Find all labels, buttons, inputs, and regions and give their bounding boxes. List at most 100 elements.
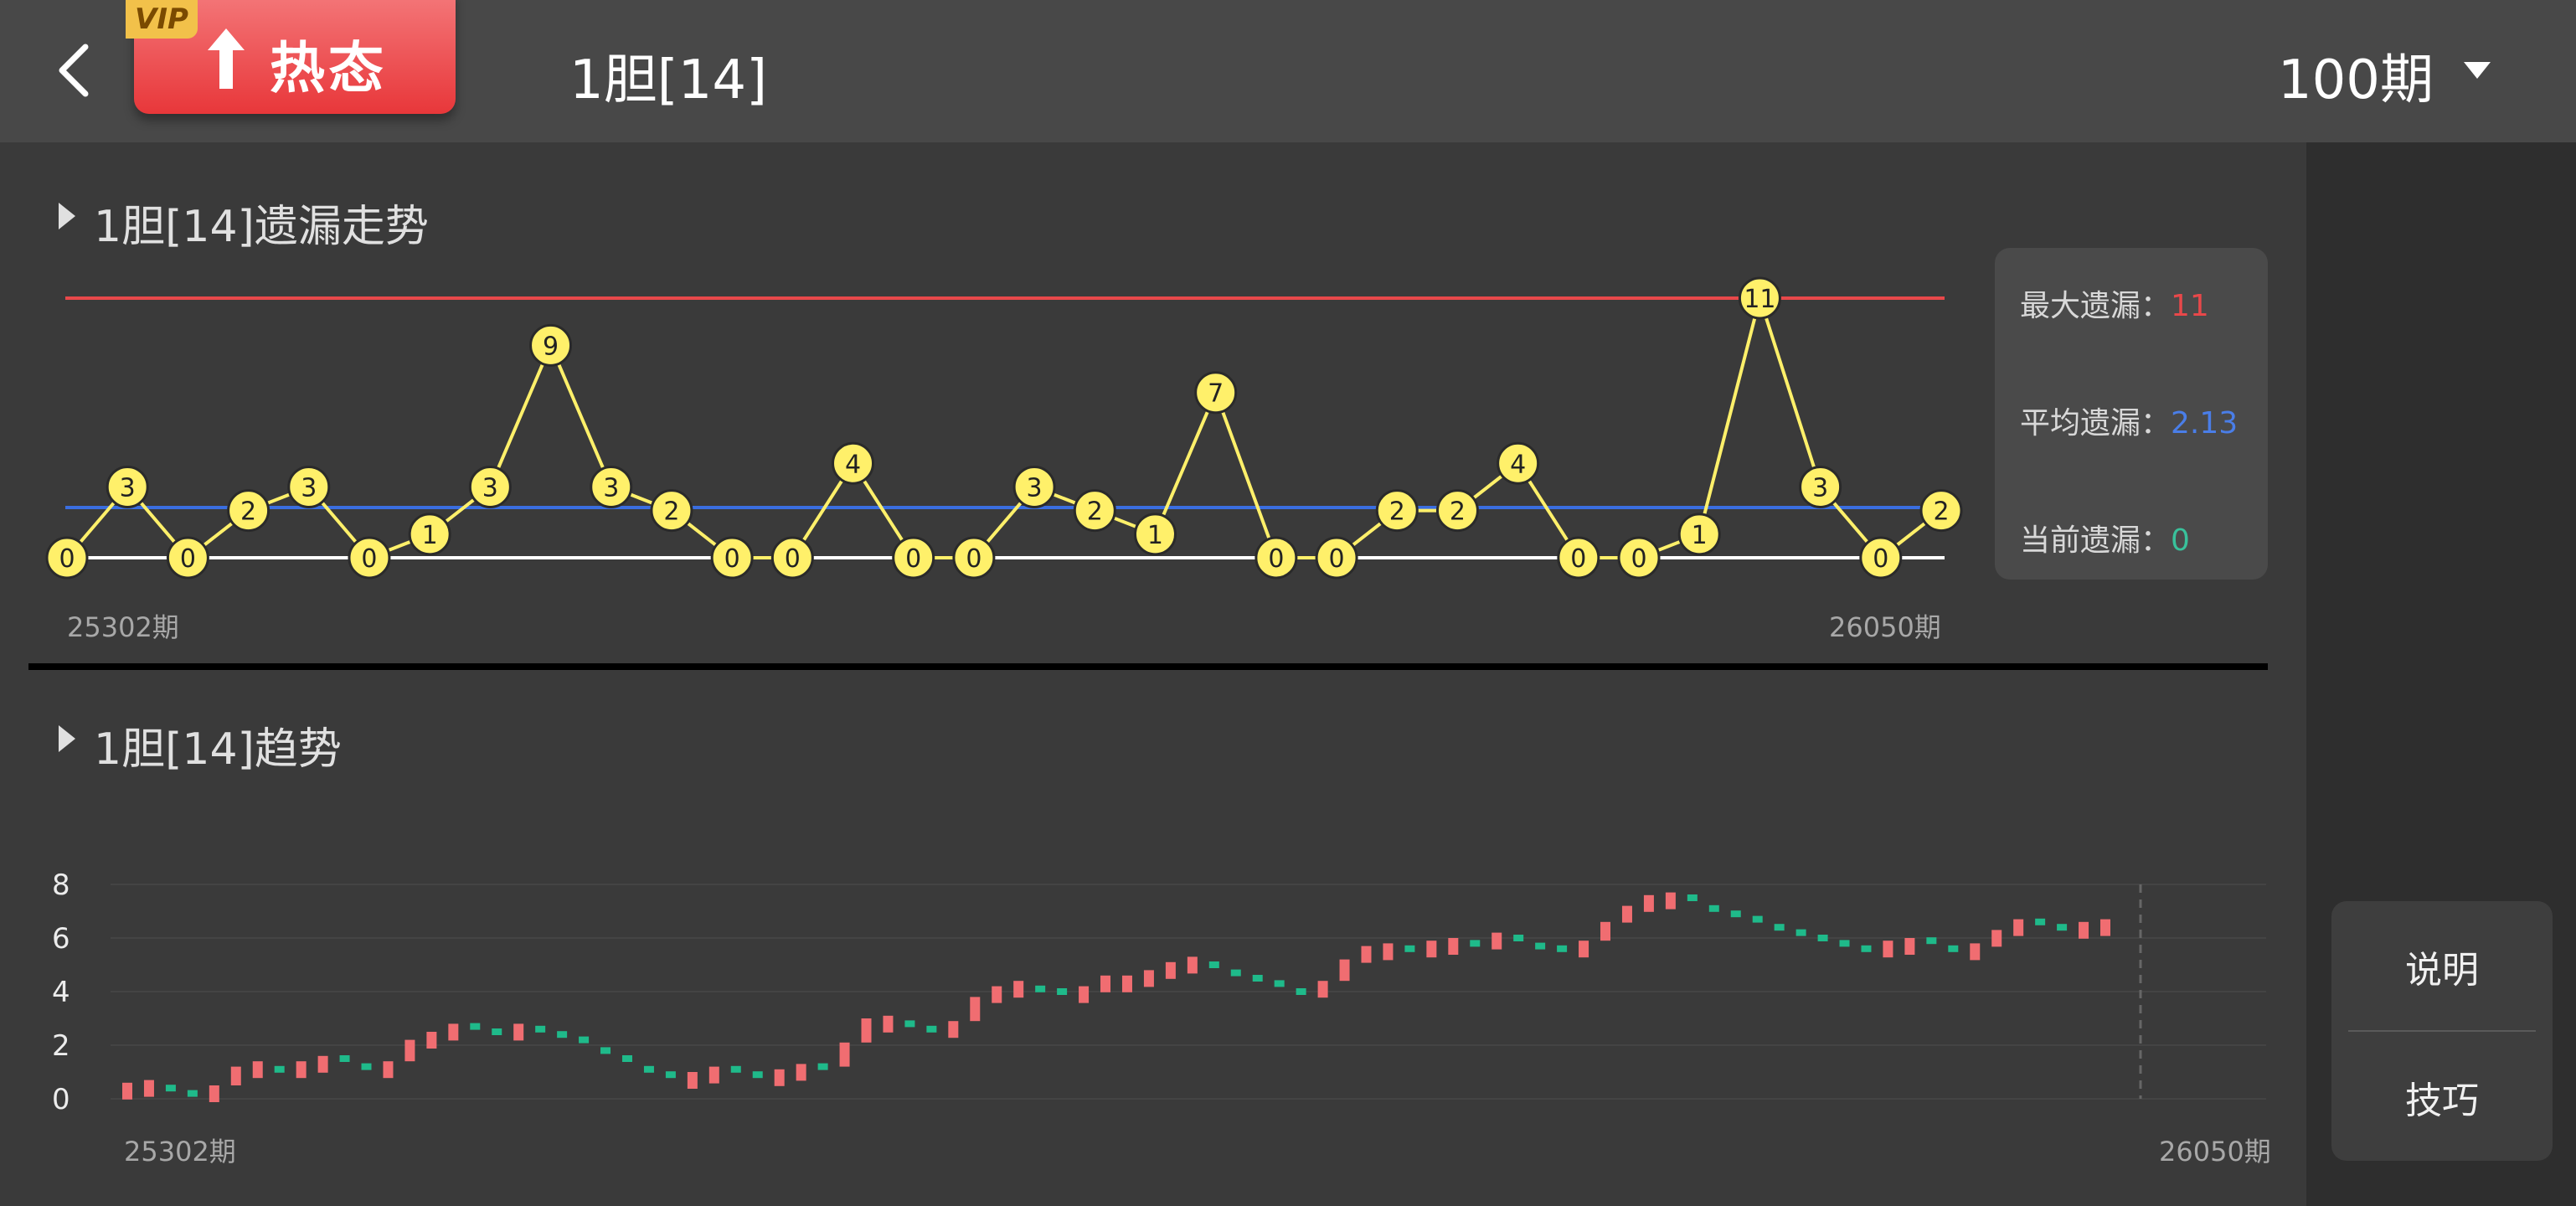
omission-point-label: 0 xyxy=(1631,544,1646,574)
trend-bar-down xyxy=(1861,945,1872,952)
omission-point: 0 xyxy=(1859,536,1903,580)
trend-bar-down xyxy=(665,1071,676,1079)
omission-point-label: 0 xyxy=(59,544,75,574)
omission-point: 0 xyxy=(348,536,391,580)
trend-bar-up xyxy=(1970,943,1981,961)
trend-bar-up xyxy=(1383,943,1394,961)
omission-point-marker xyxy=(1497,441,1540,485)
omission-point-marker xyxy=(166,536,209,580)
side-menu-card: 说明 技巧 xyxy=(2331,901,2553,1161)
omission-point-label: 11 xyxy=(1744,285,1775,314)
trend-bar-up xyxy=(774,1069,785,1086)
avg-omission-value: 2.13 xyxy=(2171,406,2239,441)
omission-point-label: 2 xyxy=(1087,497,1103,527)
omission-x-end: 26050期 xyxy=(1829,611,1941,643)
trend-bar-down xyxy=(1513,935,1524,941)
trend-bar-up xyxy=(1187,956,1198,974)
omission-point-label: 3 xyxy=(482,473,498,502)
omission-point: 0 xyxy=(166,536,209,580)
omission-point: 0 xyxy=(1255,536,1298,580)
trend-bar-up xyxy=(883,1015,894,1033)
trend-bar-up xyxy=(404,1039,415,1062)
omission-point-label: 0 xyxy=(905,544,921,574)
omission-point-marker xyxy=(106,465,149,508)
omission-point-marker xyxy=(1255,536,1298,580)
omission-point-label: 2 xyxy=(1450,497,1466,527)
trend-bar-down xyxy=(1535,942,1546,950)
trend-bar-down xyxy=(1296,988,1306,995)
trend-bar-up xyxy=(1013,981,1024,998)
trend-bar-down xyxy=(361,1063,372,1070)
section-collapse-icon[interactable] xyxy=(59,203,75,229)
omission-point-marker xyxy=(1677,513,1721,556)
trend-bar-down xyxy=(339,1055,350,1062)
omission-point-label: 0 xyxy=(1570,544,1586,574)
trend-bar-up xyxy=(448,1023,459,1041)
trend-bar-up xyxy=(1643,894,1654,912)
max-omission-value: 11 xyxy=(2171,289,2209,323)
omission-point: 1 xyxy=(1133,513,1177,556)
omission-point-label: 3 xyxy=(603,473,619,502)
trend-bar-down xyxy=(600,1047,611,1054)
omission-point-label: 3 xyxy=(301,473,317,502)
omission-point-marker xyxy=(1799,465,1842,508)
omission-point-label: 0 xyxy=(361,544,377,574)
trend-bar-up xyxy=(839,1042,850,1067)
trend-bar-up xyxy=(2079,921,2089,939)
trend-bar-down xyxy=(643,1065,654,1073)
omission-point-marker xyxy=(1617,536,1661,580)
trend-bar-up xyxy=(1100,975,1111,992)
trend-bar-down xyxy=(1057,988,1068,995)
omission-point-marker xyxy=(952,536,996,580)
trend-bar-down xyxy=(1208,961,1219,968)
omission-point-label: 2 xyxy=(240,497,256,527)
trend-bar-up xyxy=(1579,941,1589,958)
trend-bar-down xyxy=(1035,985,1046,992)
trend-bar-up xyxy=(252,1061,263,1079)
omission-point-marker xyxy=(1435,489,1479,533)
trend-bar-up xyxy=(687,1072,698,1089)
hot-state-badge[interactable]: 热态 xyxy=(134,0,456,114)
omission-point-marker xyxy=(1859,536,1903,580)
trend-bar-down xyxy=(1926,937,1937,945)
omission-point-label: 1 xyxy=(1147,521,1163,550)
tips-button[interactable]: 技巧 xyxy=(2405,1080,2479,1122)
trend-section-title: 1胆[14]趋势 xyxy=(94,724,342,775)
trend-bar-up xyxy=(209,1085,219,1102)
omission-point-label: 2 xyxy=(1933,497,1949,527)
trend-bar-down xyxy=(1708,904,1719,912)
back-icon[interactable] xyxy=(50,40,100,100)
trend-bar-up xyxy=(708,1066,719,1084)
vip-tag: VIP xyxy=(126,0,198,39)
omission-point-label: 2 xyxy=(663,497,679,527)
explain-button[interactable]: 说明 xyxy=(2405,949,2479,992)
omission-point: 1 xyxy=(408,513,451,556)
top-bar: 热态 VIP 1胆[14] 100期 xyxy=(0,0,2576,142)
trend-bar-up xyxy=(1904,938,1915,955)
omission-point-label: 4 xyxy=(845,450,861,479)
omission-point-label: 3 xyxy=(1027,473,1043,502)
omission-point-marker xyxy=(287,465,331,508)
current-omission-row: 当前遗漏：0 xyxy=(2020,516,2190,559)
omission-section-title: 1胆[14]遗漏走势 xyxy=(94,202,429,252)
trend-bar-up xyxy=(1621,905,1632,923)
trend-bar-down xyxy=(492,1028,502,1035)
trend-bar-up xyxy=(1165,961,1176,979)
section-collapse-icon[interactable] xyxy=(59,725,75,752)
trend-bar-down xyxy=(1752,915,1763,923)
omission-point: 2 xyxy=(1073,489,1116,533)
dropdown-arrow-icon[interactable] xyxy=(2464,62,2491,79)
omission-point-marker xyxy=(1133,513,1177,556)
omission-point: 2 xyxy=(1919,489,1963,533)
trend-bar-up xyxy=(426,1032,437,1049)
omission-point-label: 9 xyxy=(543,332,559,361)
omission-point-label: 7 xyxy=(1208,379,1224,409)
current-omission-label: 当前遗漏： xyxy=(2020,523,2172,558)
period-dropdown[interactable]: 100期 xyxy=(2277,49,2434,111)
omission-point-label: 3 xyxy=(120,473,136,502)
omission-point-marker xyxy=(1557,536,1600,580)
omission-point-label: 2 xyxy=(1389,497,1405,527)
trend-bar-down xyxy=(926,1025,937,1033)
